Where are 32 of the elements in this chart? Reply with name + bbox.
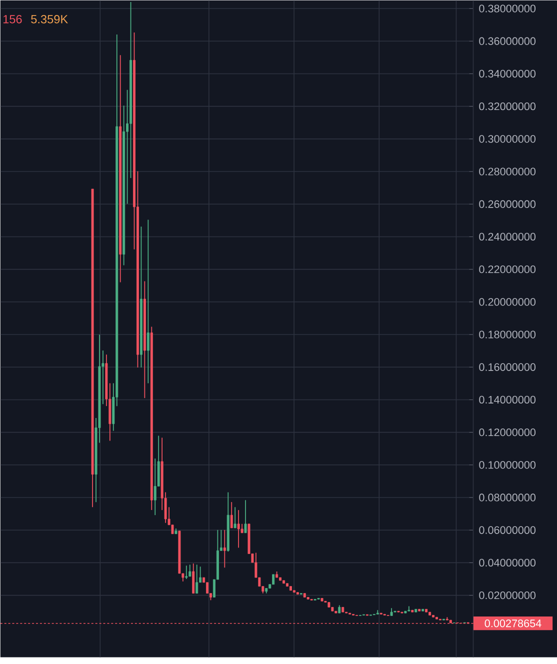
y-tick-label: 0.22000000 [478,265,536,274]
y-tick-label: 0.16000000 [478,363,536,371]
y-tick-label: 0.38000000 [478,4,536,12]
annotation: 156 [3,15,22,24]
y-tick-label: 0.14000000 [478,396,536,404]
candlestick [234,506,236,528]
y-tick-label: 0.20000000 [478,298,536,306]
ref-line-label: 0.00278654 [484,620,542,628]
y-tick-label: 0.28000000 [478,168,536,176]
candlestick [328,602,330,608]
y-tick-label: 0.08000000 [478,494,536,502]
y-tick-label: 0.32000000 [478,102,536,110]
candlestick [320,598,324,602]
y-tick-label: 0.04000000 [478,558,536,567]
y-tick-label: 0.18000000 [478,330,536,338]
candlestick [334,610,337,614]
candlestick [404,610,407,614]
y-tick-label: 0.26000000 [478,200,536,208]
candlestick [411,610,414,613]
y-tick-label: 0.10000000 [478,461,536,469]
y-tick-label: 0.36000000 [478,37,536,45]
annotation: 5.359K [30,15,68,24]
y-tick-label: 0.34000000 [478,70,536,78]
y-tick-label: 0.30000000 [478,135,536,143]
y-tick-label: 0.24000000 [478,232,536,241]
candlestick [185,565,188,580]
candlestick [376,610,379,615]
candlestick [408,606,410,612]
y-tick-label: 0.12000000 [478,428,536,436]
y-tick-label: 0.06000000 [478,526,536,534]
y-tick-label: 0.02000000 [478,591,536,600]
candlestick [237,510,240,548]
